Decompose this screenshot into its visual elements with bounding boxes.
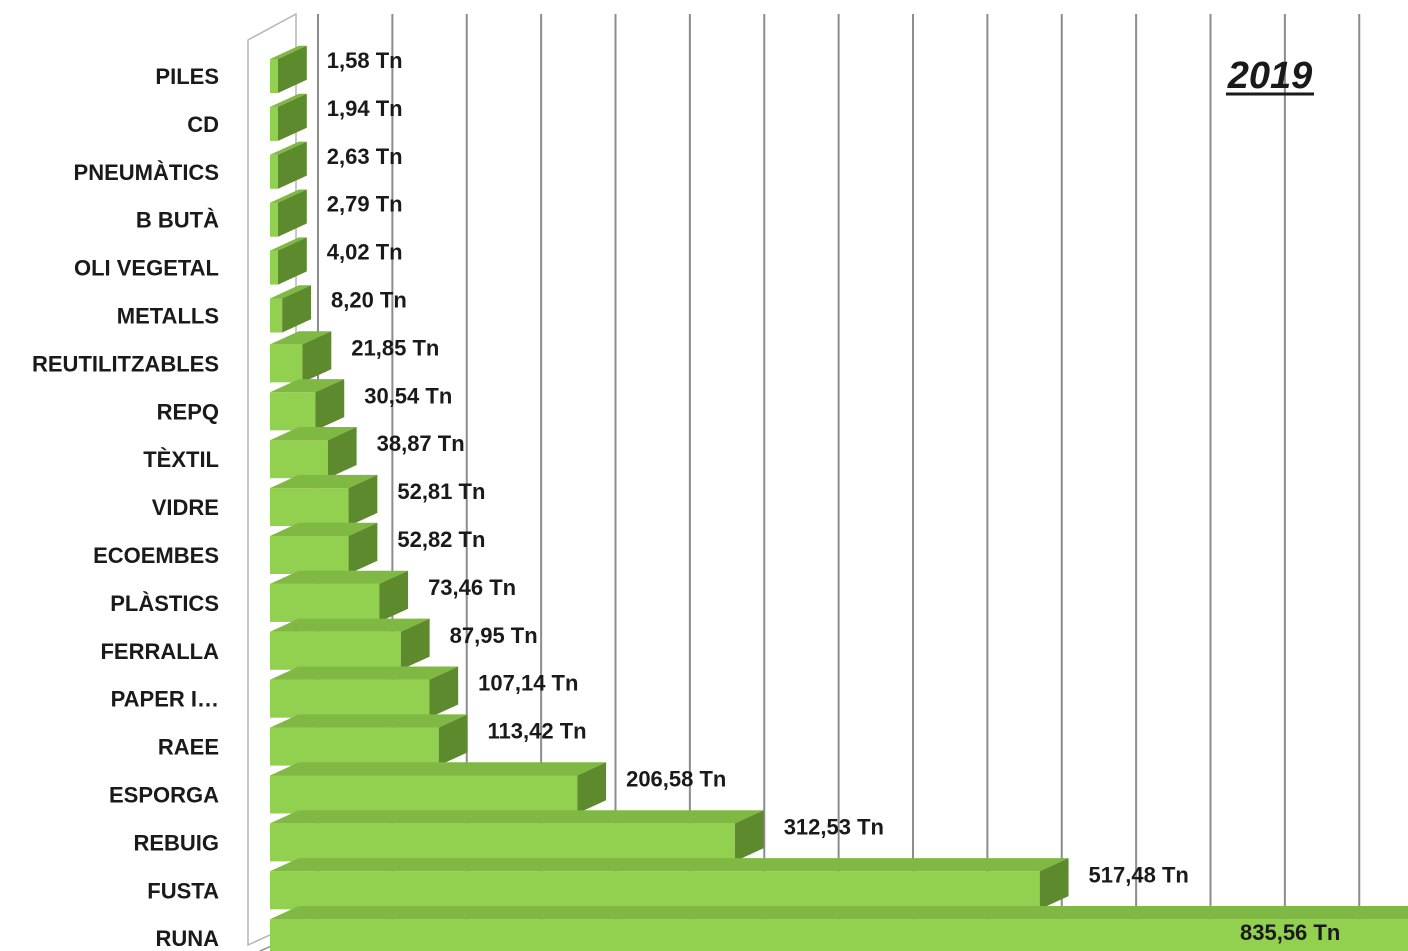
category-label: TÈXTIL bbox=[143, 447, 219, 472]
bar-side bbox=[327, 427, 357, 479]
bar-top bbox=[270, 858, 1069, 872]
value-label: 38,87 Tn bbox=[377, 431, 465, 456]
category-label: METALLS bbox=[117, 304, 219, 329]
bar-top bbox=[270, 237, 307, 251]
bar-side bbox=[400, 618, 430, 670]
category-label: RAEE bbox=[158, 735, 219, 760]
bar-side bbox=[429, 666, 459, 718]
bar bbox=[270, 679, 430, 718]
bar bbox=[270, 727, 439, 766]
bar-top bbox=[270, 93, 307, 107]
value-label: 1,58 Tn bbox=[327, 48, 403, 73]
bar-top bbox=[270, 570, 409, 584]
bar-top bbox=[270, 331, 332, 345]
value-label: 2,79 Tn bbox=[327, 192, 403, 217]
bar-top bbox=[270, 666, 459, 680]
bar-side bbox=[282, 285, 311, 333]
bar-top bbox=[270, 45, 307, 59]
value-label: 52,82 Tn bbox=[397, 527, 485, 552]
bar-side bbox=[315, 379, 345, 431]
bar-top bbox=[270, 906, 1408, 920]
bar bbox=[270, 583, 380, 622]
value-label: 73,46 Tn bbox=[428, 575, 516, 600]
category-label: B BUTÀ bbox=[136, 208, 219, 233]
value-label: 835,56 Tn bbox=[1240, 920, 1340, 945]
bar bbox=[270, 344, 303, 383]
value-label: 2,63 Tn bbox=[327, 144, 403, 169]
bar-top bbox=[270, 762, 607, 776]
bar-side bbox=[278, 189, 307, 237]
category-label: REBUIG bbox=[133, 830, 219, 855]
bar-top bbox=[270, 141, 307, 155]
bar bbox=[270, 631, 401, 670]
category-label: ECOEMBES bbox=[93, 543, 219, 568]
bar bbox=[270, 488, 349, 527]
bar-side bbox=[438, 714, 468, 766]
category-label: PLÀSTICS bbox=[110, 591, 219, 616]
bar-top bbox=[270, 618, 430, 632]
chart-title: 2019 bbox=[1227, 55, 1313, 97]
category-label: REPQ bbox=[157, 399, 219, 424]
bar-top bbox=[270, 474, 378, 489]
category-label: FERRALLA bbox=[100, 639, 219, 664]
bar bbox=[270, 59, 278, 93]
bar-top bbox=[270, 522, 378, 536]
bar-side bbox=[278, 141, 307, 189]
bar bbox=[270, 250, 278, 285]
category-label: FUSTA bbox=[147, 878, 219, 903]
bar bbox=[270, 392, 316, 431]
bar bbox=[270, 536, 349, 574]
bar-top bbox=[270, 189, 307, 203]
category-label: REUTILITZABLES bbox=[32, 351, 219, 376]
category-label: OLI VEGETAL bbox=[74, 256, 219, 281]
value-label: 113,42 Tn bbox=[488, 719, 587, 744]
bar-side bbox=[1039, 858, 1069, 910]
bar-side bbox=[302, 331, 332, 383]
value-label: 52,81 Tn bbox=[397, 479, 485, 504]
bar-side bbox=[348, 522, 378, 574]
value-label: 107,14 Tn bbox=[478, 671, 578, 696]
bar bbox=[270, 202, 278, 237]
category-label: ESPORGA bbox=[109, 783, 219, 808]
bar bbox=[270, 440, 328, 479]
category-label: RUNA bbox=[155, 926, 219, 951]
value-label: 517,48 Tn bbox=[1089, 862, 1189, 887]
value-label: 87,95 Tn bbox=[450, 623, 538, 648]
bar-side bbox=[379, 570, 409, 622]
bar-side bbox=[278, 45, 307, 93]
bar bbox=[270, 154, 278, 189]
bar bbox=[270, 871, 1040, 910]
category-label: PNEUMÀTICS bbox=[74, 160, 219, 185]
category-labels: PILES CD PNEUMÀTICS B BUTÀ OLI VEGETAL METALL… bbox=[32, 64, 219, 951]
category-label: PAPER I… bbox=[111, 687, 219, 712]
bar-side bbox=[577, 762, 607, 814]
bar bbox=[270, 106, 278, 141]
bar-top bbox=[270, 810, 764, 824]
bar-top bbox=[270, 714, 468, 728]
bar-side bbox=[278, 237, 307, 285]
bar-side bbox=[348, 474, 378, 527]
bar bbox=[270, 919, 1408, 951]
category-label: PILES bbox=[155, 64, 219, 89]
value-label: 312,53 Tn bbox=[784, 814, 884, 839]
value-labels: 1,58 Tn 1,94 Tn 2,63 Tn 2,79 Tn 4,02 Tn 8,20 … bbox=[327, 48, 1340, 945]
value-label: 30,54 Tn bbox=[364, 383, 452, 408]
category-label: CD bbox=[187, 112, 219, 137]
value-label: 206,58 Tn bbox=[626, 767, 726, 792]
bar-top bbox=[270, 379, 345, 393]
value-label: 1,94 Tn bbox=[327, 96, 403, 121]
bar bbox=[270, 823, 735, 862]
bar-top bbox=[270, 285, 311, 299]
bar bbox=[270, 298, 283, 333]
bar-side bbox=[278, 93, 307, 141]
bar bbox=[270, 775, 578, 814]
bar-side bbox=[734, 810, 764, 862]
bars-layer bbox=[270, 45, 1408, 951]
value-label: 4,02 Tn bbox=[327, 240, 403, 265]
bar-top bbox=[270, 427, 357, 441]
category-label: VIDRE bbox=[152, 495, 219, 520]
value-label: 21,85 Tn bbox=[351, 335, 439, 360]
value-label: 8,20 Tn bbox=[331, 288, 407, 313]
